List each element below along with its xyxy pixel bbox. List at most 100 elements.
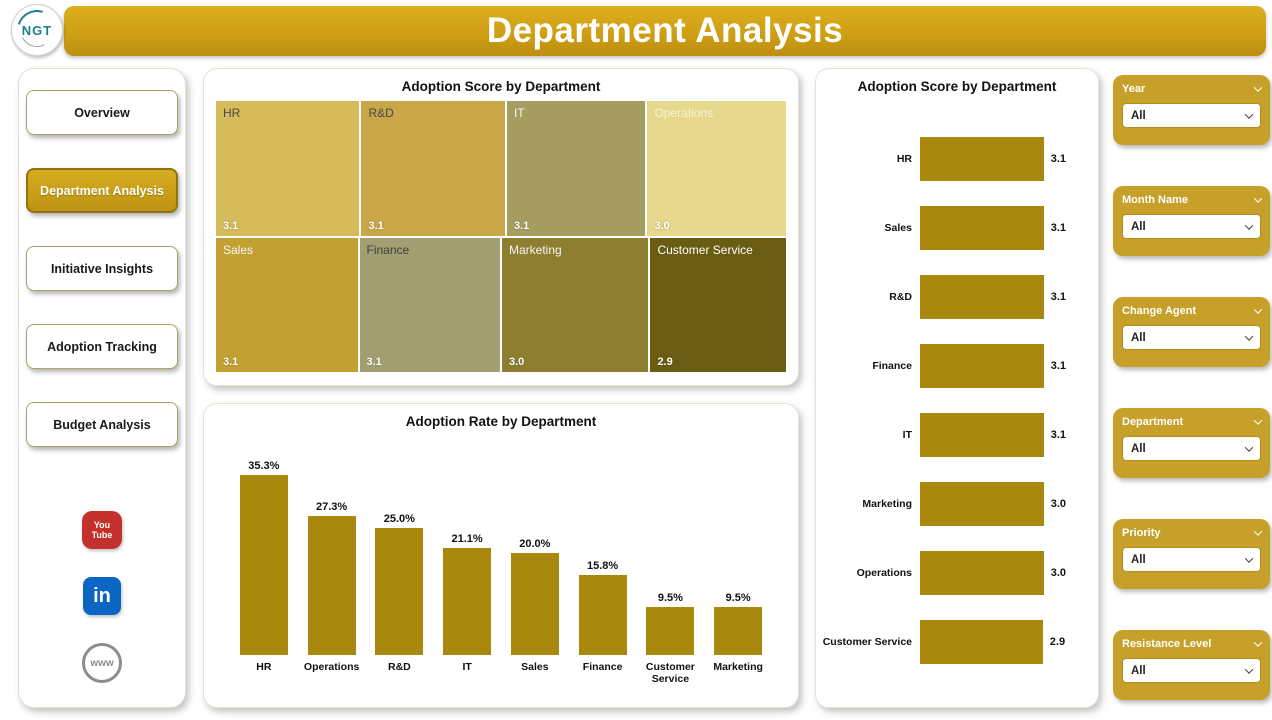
hbar-row: Operations 3.0: [822, 538, 1092, 607]
bar-column-marketing: 9.5% Marketing: [704, 441, 772, 689]
filter-label: Resistance Level: [1122, 638, 1212, 650]
website-icon-text: www: [90, 657, 114, 669]
sidebar-item-department-analysis[interactable]: Department Analysis: [26, 168, 178, 213]
filter-value: All: [1131, 553, 1146, 566]
category-label: HR: [896, 152, 912, 165]
chevron-down-icon[interactable]: [1244, 331, 1254, 341]
sidebar-item-budget-analysis[interactable]: Budget Analysis: [26, 402, 178, 447]
treemap-tile-value: 3.1: [513, 219, 530, 232]
filter-dropdown-resistance-level[interactable]: All: [1122, 658, 1261, 683]
bar-it[interactable]: [443, 547, 492, 655]
treemap-tile-sales[interactable]: Sales 3.1: [216, 237, 358, 372]
bar-operations[interactable]: [307, 516, 356, 655]
filter-label: Year: [1122, 83, 1146, 95]
filter-header: Month Name: [1122, 194, 1263, 206]
filter-label: Department: [1122, 416, 1184, 428]
bar-marketing[interactable]: [920, 481, 1044, 526]
bar-hr[interactable]: [239, 475, 288, 655]
treemap-tile-label: Operations: [654, 106, 714, 120]
filter-month-name: Month Name All: [1113, 186, 1270, 256]
bar-track: 3.1: [920, 274, 1066, 319]
treemap-tile-marketing[interactable]: Marketing 3.0: [502, 237, 649, 372]
adoption-rate-card: Adoption Rate by Department 35.3% HR 27.3%…: [203, 403, 799, 708]
bar-it[interactable]: [920, 412, 1044, 457]
chevron-down-icon[interactable]: [1253, 194, 1263, 203]
filter-dropdown-month-name[interactable]: All: [1122, 214, 1261, 239]
linkedin-icon[interactable]: in: [83, 577, 121, 615]
filter-dropdown-priority[interactable]: All: [1122, 547, 1261, 572]
bar-track: 3.1: [920, 136, 1066, 181]
treemap-tile-hr[interactable]: HR 3.1: [216, 101, 360, 236]
treemap-tile-value: 3.1: [368, 219, 384, 232]
chevron-down-icon[interactable]: [1244, 442, 1254, 452]
bar-value-label: 3.0: [1050, 566, 1066, 579]
bar-value-label: 3.1: [1050, 290, 1066, 303]
youtube-icon-text: You: [93, 520, 111, 530]
filter-header: Priority: [1122, 527, 1263, 539]
chevron-down-icon[interactable]: [1244, 553, 1254, 563]
chevron-down-icon[interactable]: [1244, 109, 1254, 119]
bar-value-label: 3.1: [1050, 152, 1066, 165]
treemap-tile-finance[interactable]: Finance 3.1: [359, 237, 500, 372]
youtube-icon[interactable]: You Tube: [82, 511, 122, 549]
hbar-row: Finance 3.1: [822, 331, 1092, 400]
chevron-down-icon[interactable]: [1253, 527, 1263, 536]
category-label: Operations: [856, 566, 912, 579]
bar-sales[interactable]: [920, 205, 1044, 250]
filter-value: All: [1131, 109, 1146, 122]
bar-column-hr: 35.3% HR: [230, 441, 298, 689]
filter-dropdown-department[interactable]: All: [1122, 436, 1261, 461]
app-logo: NGT: [11, 4, 63, 56]
hbar-row: Sales 3.1: [822, 193, 1092, 262]
bar-hr[interactable]: [920, 136, 1044, 181]
chevron-down-icon[interactable]: [1244, 220, 1254, 230]
bar-column-it: 21.1% IT: [433, 441, 501, 689]
bar-customer-service[interactable]: [920, 619, 1043, 664]
filter-header: Year: [1122, 83, 1263, 95]
social-links: You Tube in www: [19, 511, 185, 683]
hbar-row: Marketing 3.0: [822, 469, 1092, 538]
category-label: R&D: [388, 661, 411, 673]
bar-column-sales: 20.0% Sales: [501, 441, 569, 689]
bar-sales[interactable]: [510, 553, 559, 655]
category-label: Finance: [872, 359, 912, 372]
chevron-down-icon[interactable]: [1244, 664, 1254, 674]
bar-r-d[interactable]: [375, 527, 424, 655]
treemap-tile-customer-service[interactable]: Customer Service 2.9: [650, 237, 786, 372]
treemap-tile-value: 3.1: [223, 219, 239, 232]
treemap-tile-it[interactable]: IT 3.1: [506, 101, 646, 236]
sidebar-item-initiative-insights[interactable]: Initiative Insights: [26, 246, 178, 291]
bar-column-r-d: 25.0% R&D: [366, 441, 434, 689]
bar-finance[interactable]: [920, 343, 1044, 388]
bar-value-label: 35.3%: [248, 460, 280, 473]
bar-finance[interactable]: [578, 574, 627, 655]
bar-value-label: 3.1: [1050, 221, 1066, 234]
website-icon[interactable]: www: [82, 643, 122, 683]
bar-value-label: 3.1: [1050, 428, 1066, 441]
bar-value-label: 9.5%: [657, 591, 683, 604]
bar-track: 3.1: [920, 412, 1066, 457]
category-label: R&D: [889, 290, 912, 303]
chevron-down-icon[interactable]: [1253, 305, 1263, 314]
filter-panel: Year All Month Name All Change Agent All Depar…: [1113, 75, 1270, 700]
filter-dropdown-year[interactable]: All: [1122, 103, 1261, 128]
filter-dropdown-change-agent[interactable]: All: [1122, 325, 1261, 350]
treemap-tile-operations[interactable]: Operations 3.0: [647, 101, 786, 236]
chevron-down-icon[interactable]: [1253, 638, 1263, 647]
nav-sidebar: Overview Department Analysis Initiative In…: [18, 68, 186, 708]
bar-operations[interactable]: [920, 550, 1044, 595]
filter-department: Department All: [1113, 408, 1270, 478]
sidebar-item-overview[interactable]: Overview: [26, 90, 178, 135]
treemap-tile-r-d[interactable]: R&D 3.1: [361, 101, 505, 236]
logo-text: NGT: [21, 22, 53, 38]
sidebar-item-adoption-tracking[interactable]: Adoption Tracking: [26, 324, 178, 369]
bar-r-d[interactable]: [920, 274, 1044, 319]
chevron-down-icon[interactable]: [1253, 416, 1263, 425]
bar-customer-service[interactable]: [646, 606, 695, 655]
category-label: HR: [256, 661, 272, 673]
hbar-chart: HR 3.1 Sales 3.1 R&D 3.1 Finance 3.1 IT 3.1 Market…: [816, 124, 1098, 676]
hbar-row: IT 3.1: [822, 400, 1092, 469]
chevron-down-icon[interactable]: [1253, 83, 1263, 92]
bar-marketing[interactable]: [714, 606, 763, 655]
